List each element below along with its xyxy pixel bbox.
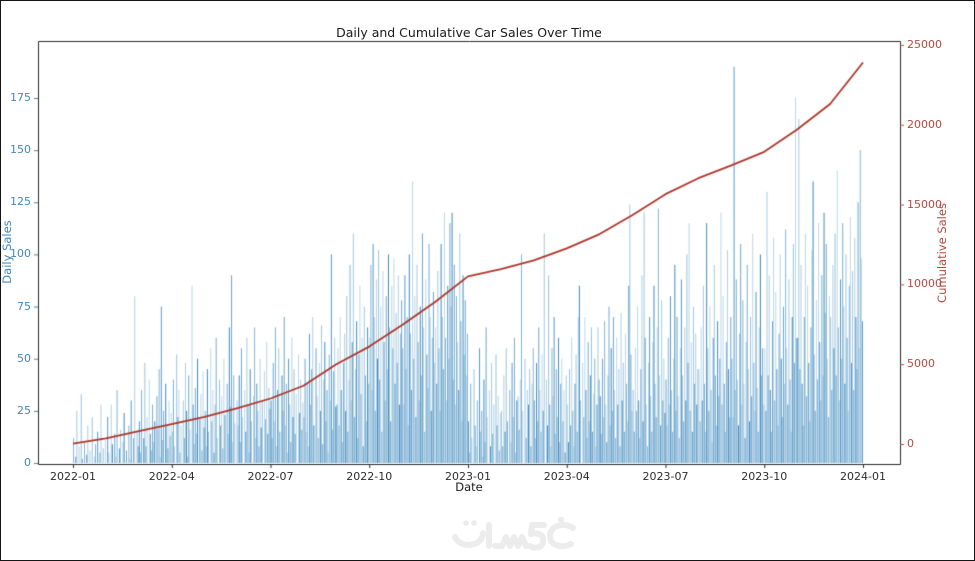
y-axis-label-left: Daily Sales (0, 220, 14, 284)
watermark-letter-kha (547, 522, 576, 550)
y-left-tick-label: 0 (24, 456, 31, 469)
x-tick-label: 2022-04 (148, 470, 195, 483)
y-left-tick-label: 75 (17, 299, 31, 313)
y-left-tick-label: 175 (10, 91, 31, 104)
x-axis-label: Date (455, 480, 483, 494)
x-tick-label: 2023-01 (445, 470, 491, 483)
watermark-dot (558, 517, 564, 523)
x-tick-label: 2022-01 (50, 470, 96, 483)
y-left-tick-label: 125 (10, 195, 31, 209)
watermark-logo (452, 517, 576, 551)
watermark-dot (463, 520, 469, 526)
y-left-tick-label: 150 (10, 143, 31, 157)
watermark-letter-ta (452, 530, 486, 548)
y-left-tick-label: 100 (10, 247, 31, 261)
x-tick-label: 2023-10 (741, 470, 788, 483)
y-right-tick-label: 10000 (907, 277, 942, 291)
y-axis-label-right: Cumulative Sales (935, 203, 949, 303)
watermark-letter-seen (492, 534, 529, 549)
y-right-tick-label: 5000 (907, 357, 935, 371)
y-right-tick-label: 0 (907, 437, 914, 450)
x-tick-label: 2022-10 (346, 470, 393, 483)
watermark-dot (471, 520, 477, 526)
y-left-tick-label: 50 (17, 351, 31, 365)
x-tick-label: 2022-07 (247, 470, 294, 483)
x-tick-label: 2023-07 (642, 470, 689, 483)
y-left-tick-label: 25 (17, 403, 31, 417)
y-right-tick-label: 25000 (907, 37, 942, 51)
x-tick-label: 2024-01 (840, 470, 886, 483)
y-right-tick-label: 15000 (907, 197, 942, 211)
watermark-letter-meem (527, 522, 547, 551)
y-right-tick-label: 20000 (907, 117, 942, 131)
x-tick-label: 2023-04 (543, 470, 590, 483)
